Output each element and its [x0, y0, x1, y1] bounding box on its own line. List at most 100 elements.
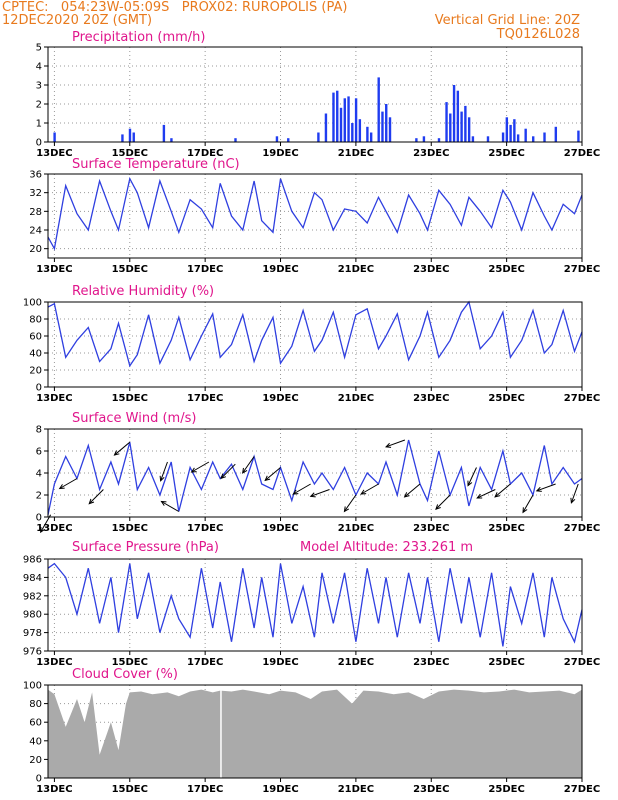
xtick-label: 27DEC [564, 264, 600, 275]
precipitation-panel: Precipitation (mm/h) 0 1 2 3 4 5 13DEC 15DEC 17D… [36, 30, 601, 159]
precip-bar [452, 85, 456, 142]
ytick-label: 0 [36, 774, 42, 785]
series-line [47, 300, 583, 368]
precip-bar [543, 132, 546, 142]
precip-bar [445, 102, 448, 142]
precipitation-title: Precipitation (mm/h) [72, 30, 205, 45]
xtick-label: 25DEC [488, 264, 524, 275]
precip-bar [324, 113, 328, 142]
plot-frame [47, 301, 583, 388]
ytick-label: 100 [23, 298, 42, 309]
precip-bar [339, 107, 343, 142]
plot-frame [47, 558, 583, 652]
precip-bar [486, 136, 490, 142]
ytick-label: 32 [29, 188, 42, 199]
wind-arrow-shaft [191, 461, 210, 473]
wind-arrow-shaft [476, 489, 496, 499]
precip-bar [287, 138, 290, 142]
ytick-label: 60 [29, 332, 42, 343]
wind-arrow-shaft [161, 501, 180, 512]
ytick-label: 60 [29, 718, 42, 729]
xtick-label: 23DEC [413, 393, 449, 404]
wind-arrow-shaft [522, 494, 534, 513]
wind-arrow-head [88, 498, 95, 505]
ytick-label: 986 [23, 555, 42, 566]
ytick-label: 24 [29, 226, 42, 237]
precip-bar [381, 111, 384, 142]
wind-arrow-shaft [310, 489, 330, 497]
precip-bar [388, 117, 392, 142]
relative-humidity-title: Relative Humidity (%) [72, 284, 214, 299]
precip-bar [351, 123, 354, 142]
ytick-label: 40 [29, 349, 42, 360]
xtick-label: 19DEC [262, 784, 298, 795]
precip-bar [170, 138, 173, 142]
ytick-label: 20 [29, 244, 42, 255]
precip-bar [437, 138, 441, 142]
wind-arrow-head [220, 473, 227, 480]
surface-temperature-title: Surface Temperature (nC) [72, 157, 240, 172]
xtick-label: 25DEC [488, 148, 524, 159]
xtick-label: 23DEC [413, 784, 449, 795]
ytick-label: 4 [36, 469, 42, 480]
ytick-label: 8 [36, 425, 42, 436]
relative-humidity-panel: Relative Humidity (%) 0 20 40 60 80 100 13DEC 1… [23, 284, 600, 404]
xtick-label: 21DEC [338, 393, 374, 404]
precip-bar [532, 136, 535, 142]
ytick-label: 2 [36, 100, 42, 111]
xtick-label: 27DEC [564, 148, 600, 159]
wind-arrow-shaft [385, 439, 406, 448]
cloud-gap [220, 685, 222, 778]
wind-arrow-head [467, 480, 473, 487]
wind-arrow-shaft [264, 467, 281, 481]
wind-arrow-head [113, 450, 120, 456]
precip-bar [422, 136, 426, 142]
ytick-label: 36 [29, 170, 42, 181]
xtick-label: 25DEC [488, 657, 524, 668]
wind-arrow-shaft [467, 467, 477, 486]
plot-frame [47, 46, 583, 143]
xtick-label: 21DEC [338, 264, 374, 275]
plot-frame [47, 173, 583, 259]
xtick-label: 19DEC [262, 523, 298, 534]
wind-arrow-head [309, 492, 316, 498]
precip-bar [577, 130, 580, 142]
precip-bar [347, 96, 350, 142]
xtick-label: 19DEC [262, 264, 298, 275]
wind-arrow-head [242, 467, 248, 474]
wind-arrow-head [385, 442, 392, 448]
xtick-label: 17DEC [187, 784, 223, 795]
ytick-label: 80 [29, 699, 42, 710]
xtick-label: 19DEC [262, 657, 298, 668]
header-station: CPTEC: 054:23W-05:09S PROX02: RUROPOLIS … [2, 0, 348, 15]
series-line [47, 562, 583, 647]
ytick-label: 4 [36, 62, 42, 73]
wind-arrow-head [494, 492, 501, 498]
surface-temperature-panel: Surface Temperature (nC) 20 24 28 32 36 13DEC… [29, 157, 600, 275]
header-code: TQ0126L028 [496, 27, 580, 42]
wind-arrow-head [570, 497, 576, 504]
xtick-label: 15DEC [112, 657, 148, 668]
precip-bar [332, 92, 335, 142]
ytick-label: 978 [23, 628, 42, 639]
xtick-label: 21DEC [338, 784, 374, 795]
wind-arrow-shaft [570, 483, 579, 503]
xtick-label: 25DEC [488, 393, 524, 404]
xtick-label: 27DEC [564, 523, 600, 534]
precip-bar [456, 90, 460, 142]
ytick-label: 0 [36, 513, 42, 524]
precip-bar [415, 138, 418, 142]
xtick-label: 21DEC [338, 148, 374, 159]
xtick-label: 21DEC [338, 657, 374, 668]
xtick-label: 13DEC [36, 657, 72, 668]
ytick-label: 40 [29, 736, 42, 747]
wind-arrow-shaft [494, 483, 511, 498]
precip-bar [234, 138, 237, 142]
wind-arrow-head [190, 467, 197, 473]
wind-arrow-shaft [88, 489, 104, 504]
wind-arrow-shaft [40, 514, 52, 533]
xtick-label: 21DEC [338, 523, 374, 534]
xtick-label: 23DEC [413, 148, 449, 159]
xtick-label: 17DEC [187, 393, 223, 404]
